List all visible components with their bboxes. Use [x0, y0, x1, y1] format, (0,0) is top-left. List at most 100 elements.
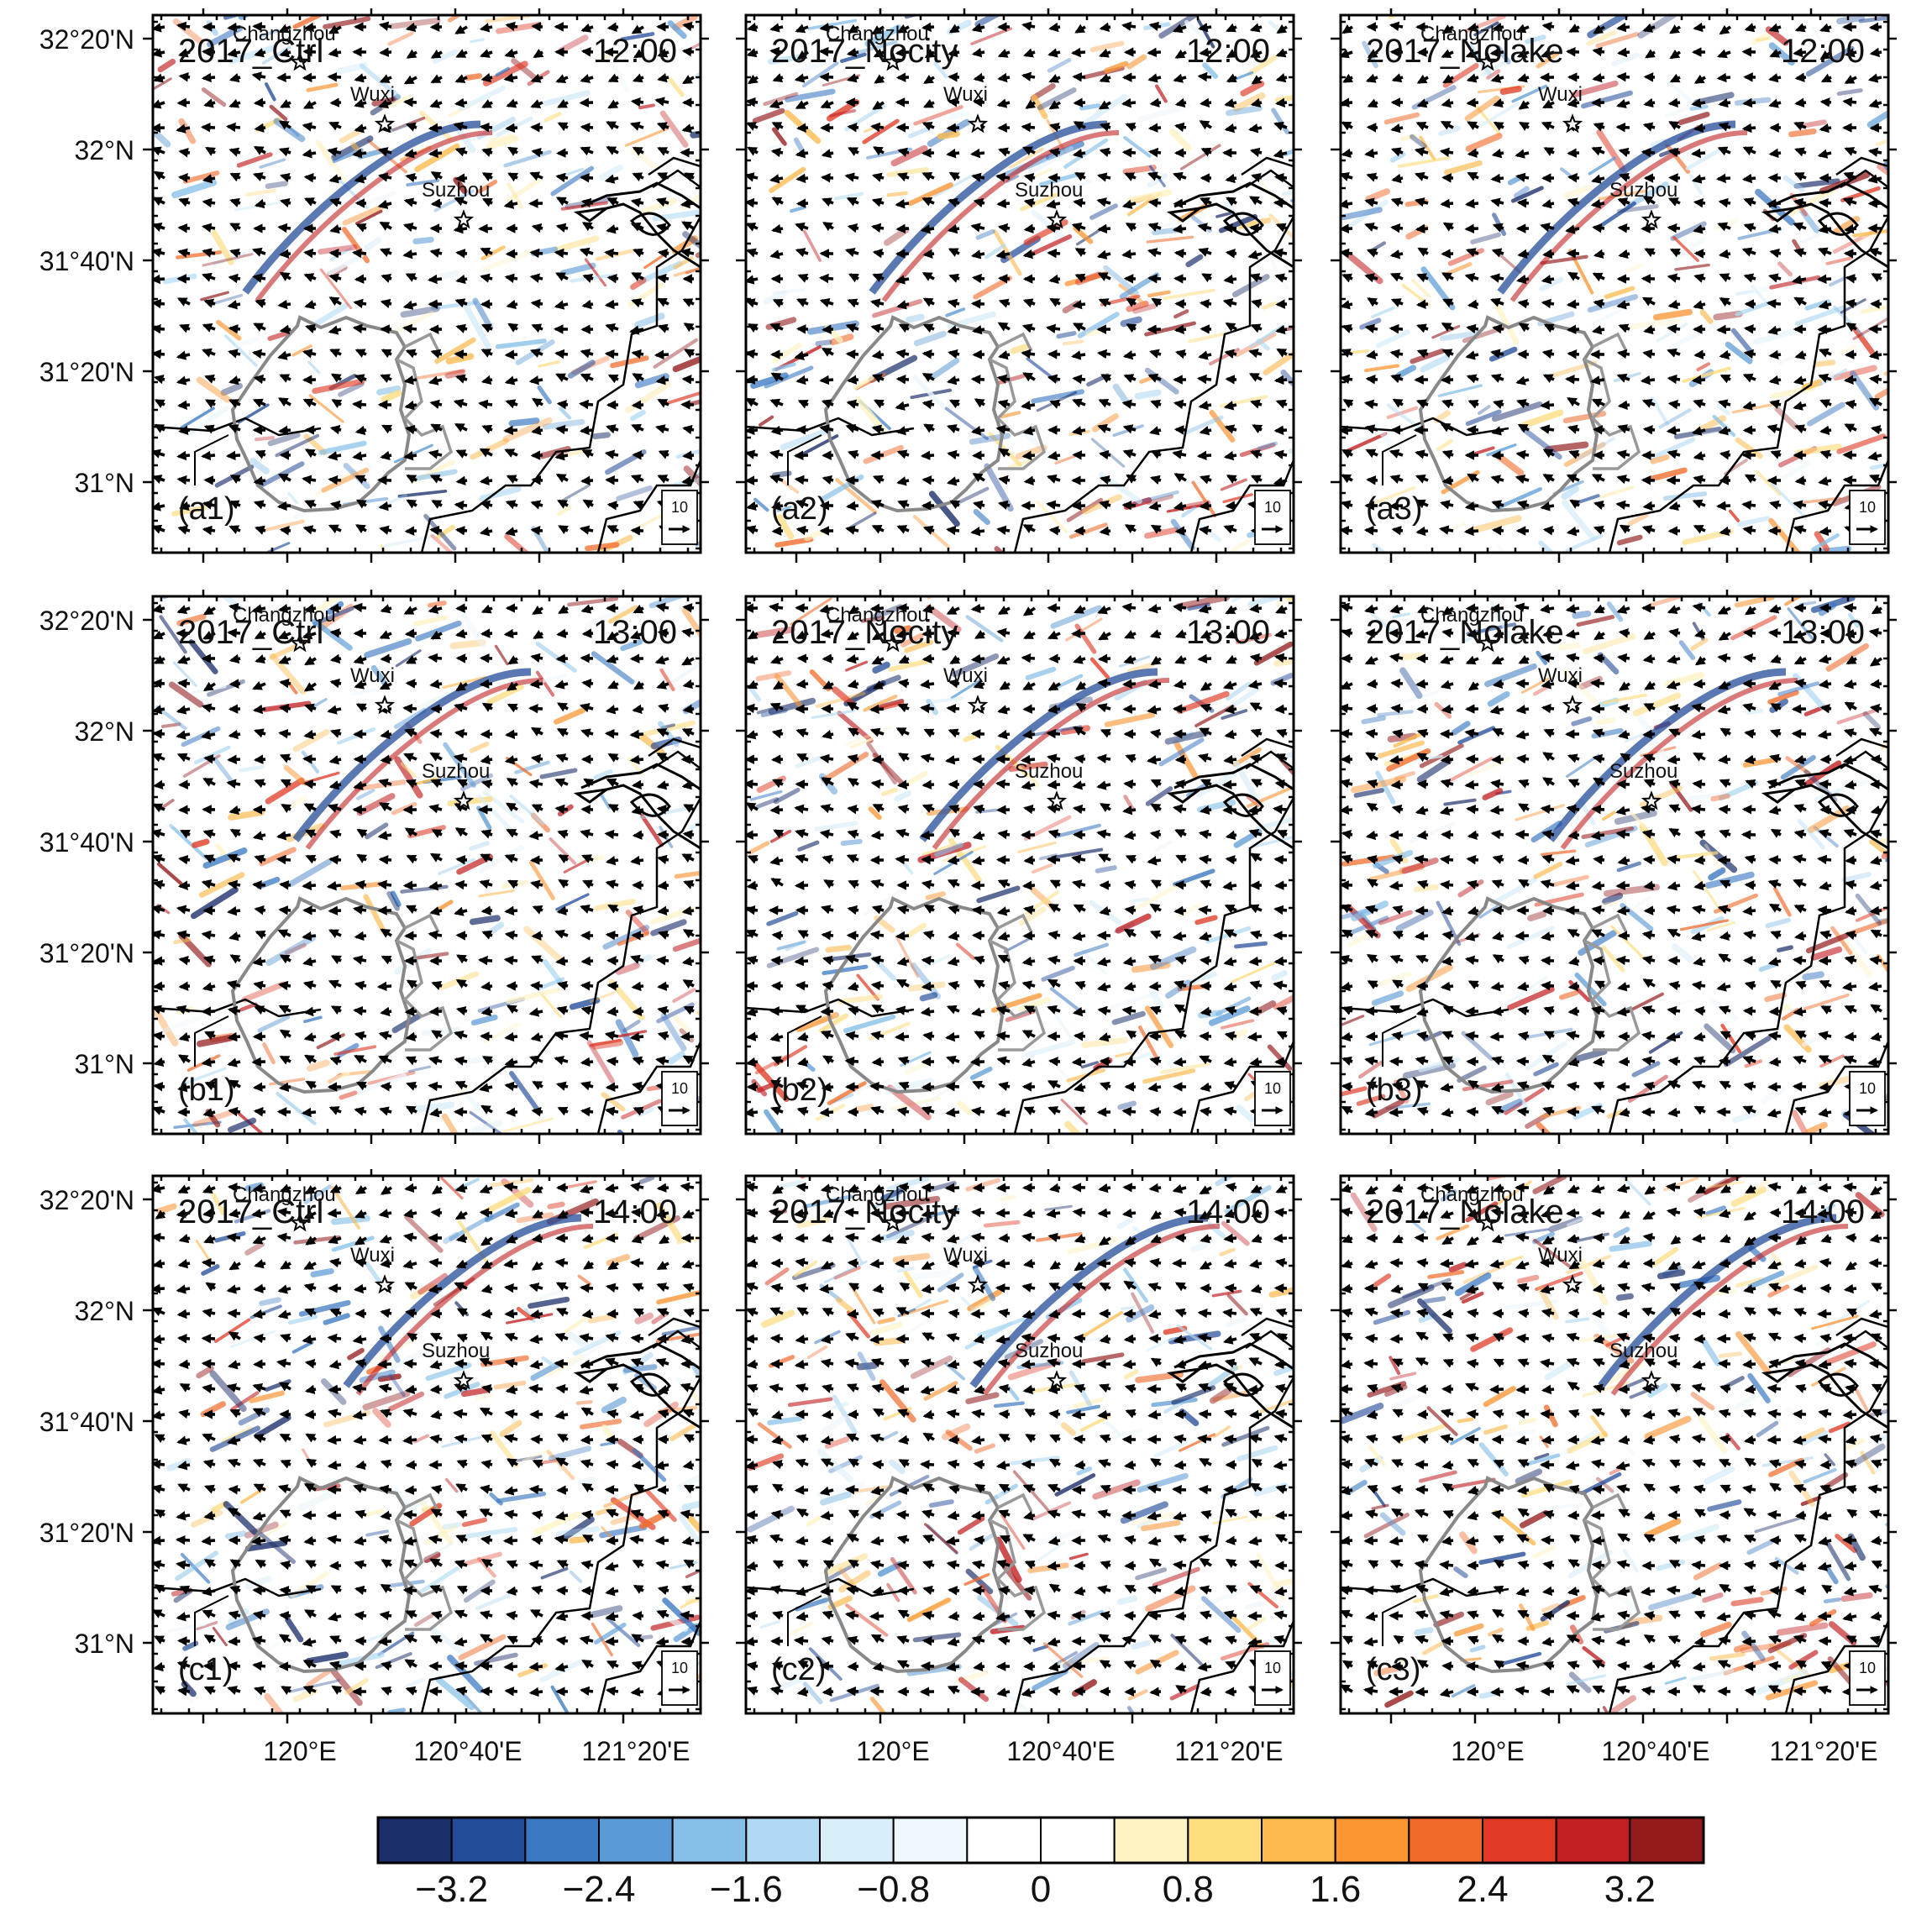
panel-label: (a2): [771, 491, 828, 527]
reference-vector: 10: [1849, 1650, 1886, 1706]
wind-vectors: [746, 1182, 1288, 1697]
lon-tick-label: 120°40'E: [413, 1736, 522, 1766]
city-label: Suzhou: [1609, 179, 1677, 202]
lon-tick-label: 121°20'E: [1174, 1736, 1283, 1766]
panel-label: (c3): [1366, 1652, 1420, 1687]
lat-tick-label: 32°20'N: [39, 1185, 134, 1215]
map-panel-c2: Changzhou Wuxi Suzhou 2017_Nocity 14:00 (c2) 1…: [736, 1169, 1302, 1766]
city-label: Changzhou: [1420, 23, 1524, 45]
star-icon: [1046, 790, 1068, 810]
colorbar-swatch: [1629, 1817, 1704, 1864]
colorbar-swatch: [598, 1817, 674, 1864]
panel-label: (c2): [771, 1652, 826, 1687]
city-marker-changzhou: Changzhou: [1420, 604, 1524, 653]
time-label: 13:00: [1186, 614, 1270, 651]
colorbar-swatch: [745, 1817, 822, 1864]
reference-vector-label: 10: [1264, 1080, 1281, 1097]
colorbar-swatch: [1334, 1817, 1410, 1864]
city-marker-changzhou: Changzhou: [1420, 23, 1524, 71]
map-panel-b1: Changzhou Wuxi Suzhou 2017_Ctrl 13:00 (b1) 10 3…: [39, 590, 709, 1144]
city-label: Changzhou: [826, 1183, 929, 1206]
scenario-title: 2017_Ctrl: [178, 614, 323, 651]
city-label: Suzhou: [1609, 1340, 1677, 1362]
time-label: 14:00: [1781, 1193, 1865, 1230]
reference-vector-label: 10: [1264, 499, 1281, 516]
time-label: 14:00: [593, 1193, 677, 1230]
city-label: Wuxi: [1538, 664, 1583, 687]
city-marker-wuxi: Wuxi: [943, 664, 989, 715]
city-marker-wuxi: Wuxi: [350, 664, 396, 715]
colorbar-tick-label: −2.4: [563, 1869, 636, 1910]
lon-tick-label: 120°E: [263, 1736, 337, 1766]
time-label: 12:00: [1186, 33, 1270, 70]
axis-ticks: [1331, 590, 1897, 1144]
colorbar-tick-label: −3.2: [415, 1869, 488, 1910]
star-icon: [967, 113, 989, 134]
star-icon: [289, 51, 311, 71]
city-label: Wuxi: [943, 1244, 988, 1267]
lon-tick-label: 121°20'E: [1769, 1736, 1877, 1766]
star-icon: [289, 632, 311, 653]
lat-tick-label: 31°N: [75, 468, 135, 498]
wind-vectors: [746, 602, 1288, 1118]
star-icon: [1046, 209, 1068, 229]
star-icon: [374, 695, 396, 715]
city-marker-changzhou: Changzhou: [1420, 1183, 1524, 1232]
colorbar-tick-label: 1.6: [1310, 1869, 1361, 1910]
star-icon: [1562, 695, 1583, 715]
axis-ticks: [736, 590, 1302, 1144]
colorbar-swatch: [1187, 1817, 1263, 1864]
axis-ticks: [736, 1169, 1302, 1723]
star-icon: [1477, 1212, 1499, 1232]
lat-tick-label: 31°40'N: [39, 246, 134, 276]
axis-ticks: [736, 8, 1302, 563]
city-marker-suzhou: Suzhou: [422, 1340, 490, 1390]
lat-tick-label: 32°20'N: [39, 606, 134, 636]
axis-ticks: [1331, 8, 1897, 563]
time-label: 12:00: [593, 33, 677, 70]
shaded-field: [747, 1176, 1294, 1713]
reference-vector: 10: [1254, 490, 1291, 545]
lat-tick-label: 31°40'N: [39, 1407, 134, 1437]
city-marker-suzhou: Suzhou: [1015, 1340, 1083, 1390]
lat-tick-label: 31°40'N: [39, 827, 134, 858]
city-label: Wuxi: [1538, 83, 1583, 106]
colorbar-tick-label: 2.4: [1457, 1869, 1508, 1910]
scenario-title: 2017_Nolake: [1366, 614, 1564, 651]
lat-tick-label: 32°N: [75, 1296, 135, 1326]
city-label: Changzhou: [233, 604, 336, 627]
convergence-band: [1598, 1214, 1849, 1396]
city-marker-wuxi: Wuxi: [1538, 83, 1583, 134]
star-icon: [453, 209, 475, 229]
city-label: Suzhou: [1015, 760, 1083, 783]
star-icon: [374, 1274, 396, 1294]
reference-vector-label: 10: [671, 499, 688, 516]
city-label: Suzhou: [422, 760, 490, 783]
city-label: Wuxi: [350, 664, 395, 687]
scenario-title: 2017_Nolake: [1366, 1193, 1564, 1230]
colorbar-tick-label: −1.6: [710, 1869, 783, 1910]
wind-vectors: [153, 1182, 695, 1697]
lon-tick-label: 120°E: [856, 1736, 930, 1766]
lat-tick-label: 31°20'N: [39, 1518, 134, 1548]
city-marker-changzhou: Changzhou: [233, 604, 336, 653]
colorbar-swatch: [819, 1817, 895, 1864]
time-label: 13:00: [1781, 614, 1865, 651]
city-label: Wuxi: [943, 83, 988, 106]
map-panel-a1: Changzhou Wuxi Suzhou 2017_Ctrl 12:00 (a1) 10 3…: [39, 8, 709, 563]
city-label: Suzhou: [1015, 1340, 1083, 1362]
wind-vectors: [153, 602, 695, 1118]
colorbar-tick-label: 0: [1031, 1869, 1051, 1910]
star-icon: [289, 1212, 311, 1232]
reference-vector: 10: [661, 1650, 698, 1706]
city-marker-changzhou: Changzhou: [233, 1183, 336, 1232]
wind-vectors: [1341, 1182, 1882, 1697]
axis-ticks: [1331, 1169, 1897, 1723]
city-label: Suzhou: [1015, 179, 1083, 202]
star-icon: [1562, 113, 1583, 134]
colorbar-swatch: [966, 1817, 1042, 1864]
city-label: Wuxi: [943, 664, 988, 687]
reference-vector: 10: [1849, 1071, 1886, 1126]
star-icon: [453, 1370, 475, 1390]
